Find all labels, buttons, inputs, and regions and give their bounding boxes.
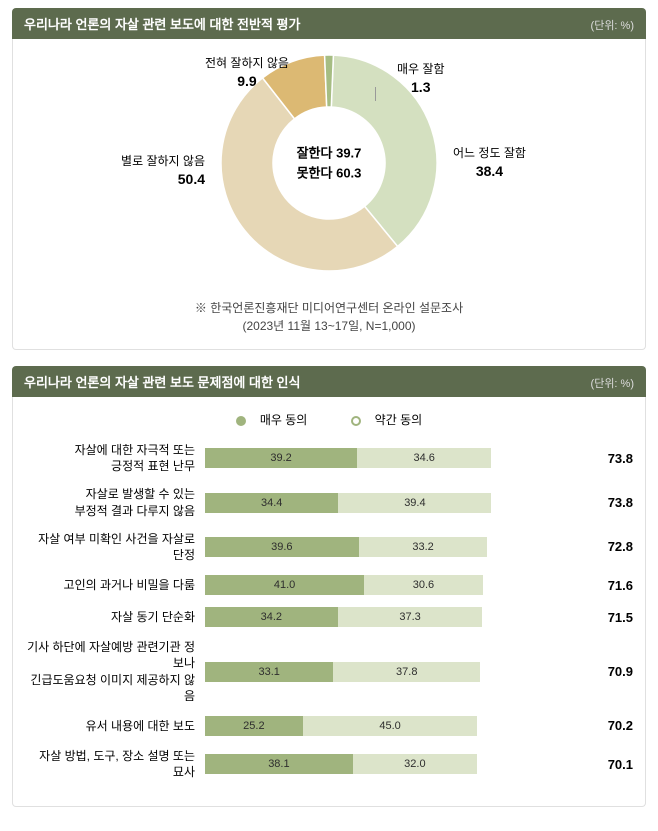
bar-seg-strong: 33.1 <box>205 662 333 682</box>
donut-area: 잘한다 39.7 못한다 60.3 매우 잘함 1.3 전혀 잘하지 않음 9.… <box>25 53 633 293</box>
bar-track: 38.132.0 <box>205 754 593 774</box>
legend-weak: 약간 동의 <box>341 413 433 427</box>
slice-label-text: 전혀 잘하지 않음 <box>205 56 289 70</box>
unit-label: (단위: %) <box>591 375 634 391</box>
bar-track: 39.234.6 <box>205 448 593 468</box>
bar-track: 34.237.3 <box>205 607 593 627</box>
slice-label-good: 어느 정도 잘함 38.4 <box>453 145 526 181</box>
center-bad-value: 60.3 <box>336 165 361 180</box>
bar-seg-weak: 34.6 <box>357 448 491 468</box>
bar-total: 73.8 <box>593 451 633 466</box>
bar-seg-strong: 34.4 <box>205 493 338 513</box>
donut-header: 우리나라 언론의 자살 관련 보도에 대한 전반적 평가 (단위: %) <box>12 8 646 39</box>
bar-row: 자살로 발생할 수 있는부정적 결과 다루지 않음34.439.473.8 <box>25 486 633 518</box>
slice-label-text: 어느 정도 잘함 <box>453 146 526 160</box>
bar-row: 기사 하단에 자살예방 관련기관 정보나긴급도움요청 이미지 제공하지 않음33… <box>25 639 633 704</box>
legend-weak-label: 약간 동의 <box>375 413 423 427</box>
slice-label-text: 매우 잘함 <box>397 62 445 76</box>
footnote: ※ 한국언론진흥재단 미디어연구센터 온라인 설문조사 (2023년 11월 1… <box>25 299 633 335</box>
bar-total: 71.5 <box>593 610 633 625</box>
bar-seg-weak: 30.6 <box>364 575 483 595</box>
bar-row: 자살에 대한 자극적 또는긍정적 표현 난무39.234.673.8 <box>25 442 633 474</box>
bar-row-label: 자살에 대한 자극적 또는긍정적 표현 난무 <box>25 442 205 474</box>
bar-seg-weak: 45.0 <box>303 716 478 736</box>
slice-label-value: 38.4 <box>453 162 526 182</box>
bar-total: 70.1 <box>593 757 633 772</box>
donut-body: 잘한다 39.7 못한다 60.3 매우 잘함 1.3 전혀 잘하지 않음 9.… <box>12 39 646 350</box>
bar-row: 자살 동기 단순화34.237.371.5 <box>25 607 633 627</box>
bar-row: 자살 여부 미확인 사건을 자살로 단정39.633.272.8 <box>25 531 633 563</box>
bar-seg-weak: 37.8 <box>333 662 480 682</box>
legend-strong-label: 매우 동의 <box>260 413 308 427</box>
bar-row-label: 기사 하단에 자살예방 관련기관 정보나긴급도움요청 이미지 제공하지 않음 <box>25 639 205 704</box>
donut-panel: 우리나라 언론의 자살 관련 보도에 대한 전반적 평가 (단위: %) 잘한다… <box>12 8 646 350</box>
slice-label-very-good: 매우 잘함 1.3 <box>397 61 445 97</box>
bar-seg-weak: 37.3 <box>338 607 483 627</box>
bar-row-label: 유서 내용에 대한 보도 <box>25 718 205 734</box>
donut-title: 우리나라 언론의 자살 관련 보도에 대한 전반적 평가 <box>24 14 300 33</box>
center-good-label: 잘한다 <box>297 146 333 161</box>
bar-seg-strong: 38.1 <box>205 754 353 774</box>
slice-label-value: 50.4 <box>121 170 205 190</box>
bar-row-label: 자살 여부 미확인 사건을 자살로 단정 <box>25 531 205 563</box>
footnote-line2: (2023년 11월 13~17일, N=1,000) <box>25 317 633 335</box>
footnote-line1: ※ 한국언론진흥재단 미디어연구센터 온라인 설문조사 <box>25 299 633 317</box>
unit-label: (단위: %) <box>591 17 634 33</box>
bars-title: 우리나라 언론의 자살 관련 보도 문제점에 대한 인식 <box>24 372 300 391</box>
bar-row-label: 고인의 과거나 비밀을 다룸 <box>25 577 205 593</box>
legend-swatch-strong <box>236 416 246 426</box>
bar-row-label: 자살 동기 단순화 <box>25 609 205 625</box>
slice-label-value: 9.9 <box>205 72 289 92</box>
bar-seg-strong: 41.0 <box>205 575 364 595</box>
slice-label-value: 1.3 <box>397 78 445 98</box>
bar-total: 70.2 <box>593 718 633 733</box>
bar-seg-weak: 33.2 <box>359 537 488 557</box>
bar-total: 71.6 <box>593 578 633 593</box>
bar-seg-strong: 25.2 <box>205 716 303 736</box>
legend-strong: 매우 동의 <box>226 413 321 427</box>
center-good-value: 39.7 <box>336 146 361 161</box>
bar-seg-strong: 39.2 <box>205 448 357 468</box>
donut-slice <box>325 55 334 107</box>
legend-swatch-weak <box>351 416 361 426</box>
bars-body: 매우 동의 약간 동의 자살에 대한 자극적 또는긍정적 표현 난무39.234… <box>12 397 646 807</box>
bar-row-label: 자살로 발생할 수 있는부정적 결과 다루지 않음 <box>25 486 205 518</box>
bar-track: 34.439.4 <box>205 493 593 513</box>
bar-total: 73.8 <box>593 495 633 510</box>
bar-track: 39.633.2 <box>205 537 593 557</box>
bars-legend: 매우 동의 약간 동의 <box>25 411 633 428</box>
bars-header: 우리나라 언론의 자살 관련 보도 문제점에 대한 인식 (단위: %) <box>12 366 646 397</box>
bar-seg-weak: 39.4 <box>338 493 491 513</box>
bar-seg-strong: 39.6 <box>205 537 359 557</box>
bars-container: 자살에 대한 자극적 또는긍정적 표현 난무39.234.673.8자살로 발생… <box>25 442 633 780</box>
bar-total: 70.9 <box>593 664 633 679</box>
slice-label-bad: 별로 잘하지 않음 50.4 <box>121 153 205 189</box>
bar-total: 72.8 <box>593 539 633 554</box>
bars-panel: 우리나라 언론의 자살 관련 보도 문제점에 대한 인식 (단위: %) 매우 … <box>12 366 646 807</box>
donut-center: 잘한다 39.7 못한다 60.3 <box>297 144 362 183</box>
bar-row: 자살 방법, 도구, 장소 설명 또는 묘사38.132.070.1 <box>25 748 633 780</box>
bar-track: 33.137.8 <box>205 662 593 682</box>
bar-seg-strong: 34.2 <box>205 607 338 627</box>
slice-label-text: 별로 잘하지 않음 <box>121 154 205 168</box>
bar-row: 유서 내용에 대한 보도25.245.070.2 <box>25 716 633 736</box>
bar-track: 41.030.6 <box>205 575 593 595</box>
slice-label-very-bad: 전혀 잘하지 않음 9.9 <box>205 55 289 91</box>
bar-row-label: 자살 방법, 도구, 장소 설명 또는 묘사 <box>25 748 205 780</box>
center-bad-label: 못한다 <box>297 165 333 180</box>
bar-track: 25.245.0 <box>205 716 593 736</box>
bar-seg-weak: 32.0 <box>353 754 477 774</box>
bar-row: 고인의 과거나 비밀을 다룸41.030.671.6 <box>25 575 633 595</box>
pointer-line <box>375 87 376 101</box>
